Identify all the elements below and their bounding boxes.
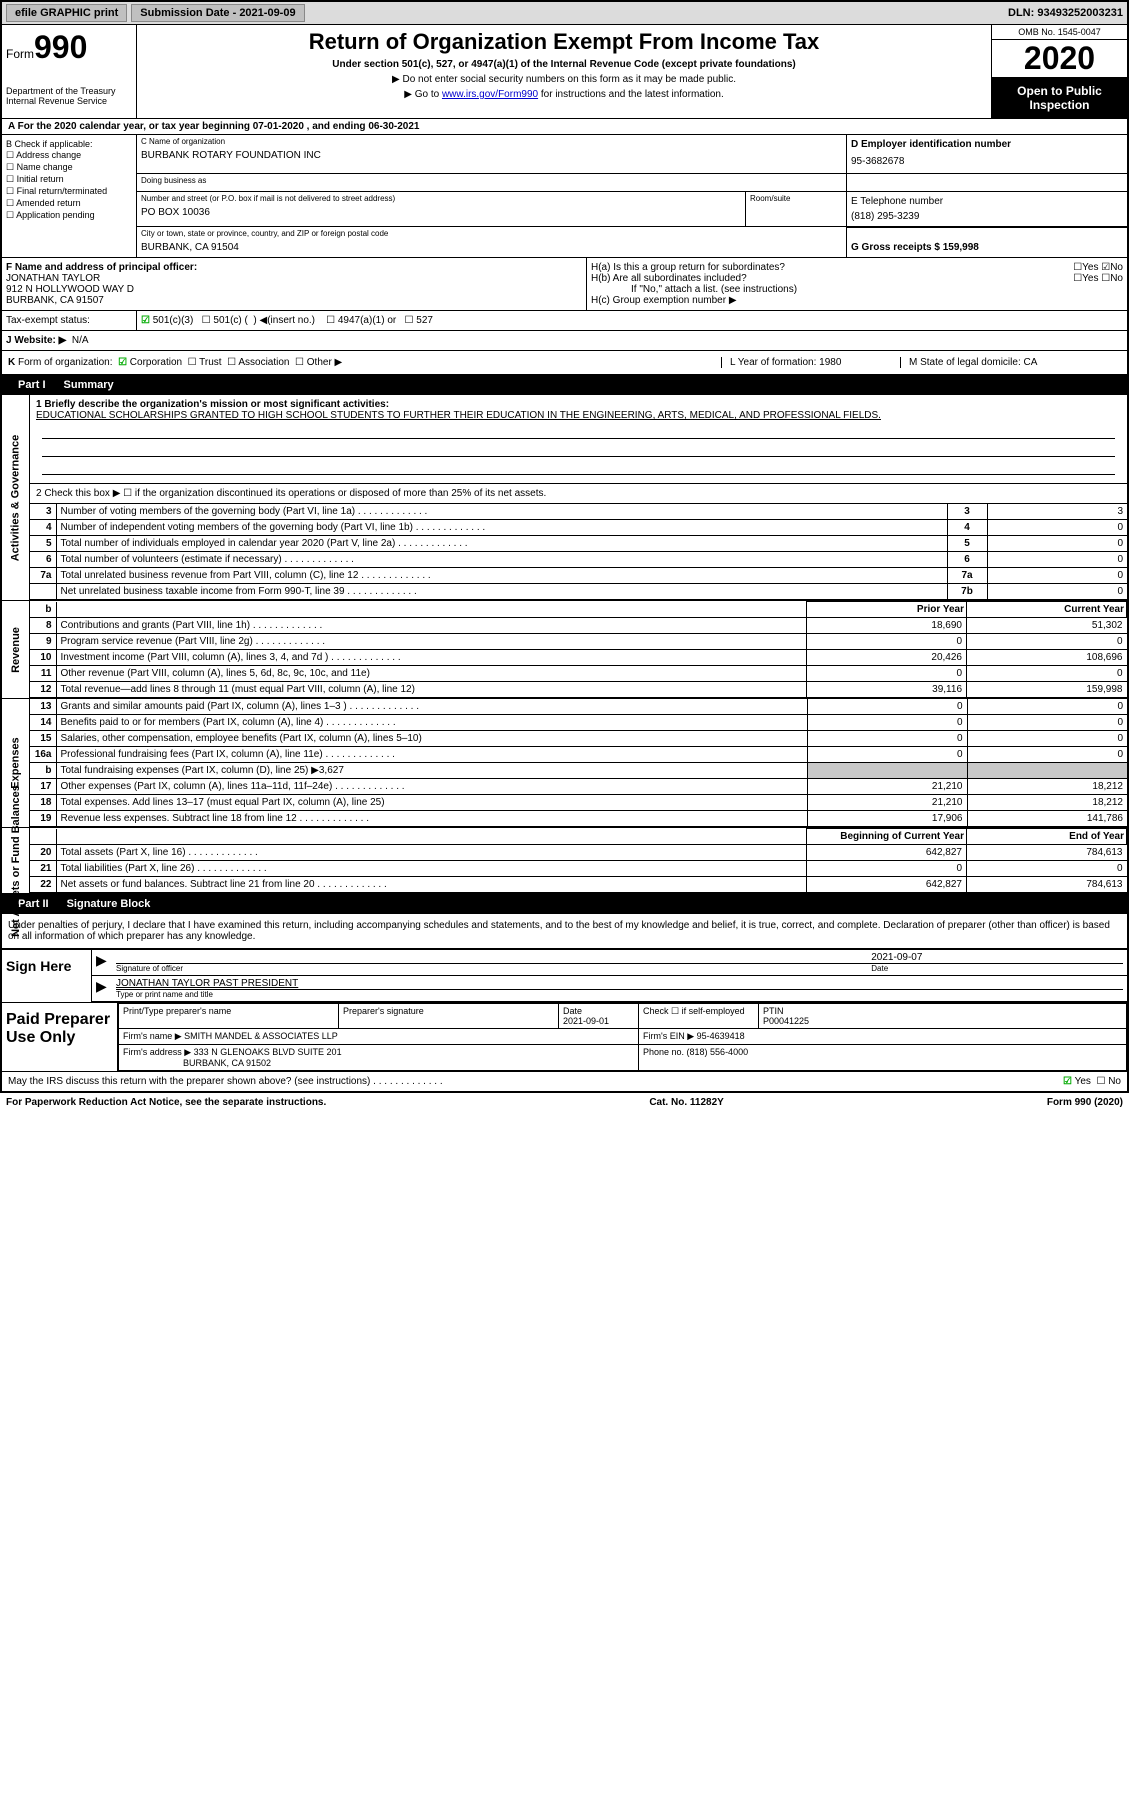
section-j: J Website: ▶ N/A <box>2 331 1127 351</box>
chk-address[interactable]: ☐ Address change <box>6 150 132 161</box>
tab-revenue: Revenue <box>2 601 30 698</box>
form-label: Form <box>6 47 34 61</box>
table-row: 21Total liabilities (Part X, line 26)00 <box>30 861 1127 877</box>
part1-header: Part I Summary <box>2 375 1127 395</box>
table-row: 20Total assets (Part X, line 16)642,8277… <box>30 845 1127 861</box>
table-row: 8Contributions and grants (Part VIII, li… <box>30 618 1127 634</box>
revenue-table: bPrior YearCurrent Year 8Contributions a… <box>30 601 1127 698</box>
notice-pre: ▶ Go to <box>404 89 442 100</box>
gross-receipts: G Gross receipts $ 159,998 <box>851 242 1123 253</box>
org-name-label: C Name of organization <box>137 135 846 148</box>
row-k: K Form of organization: ☑ Corporation ☐ … <box>2 351 1127 375</box>
department: Department of the Treasury Internal Reve… <box>6 86 132 106</box>
table-row: 17Other expenses (Part IX, column (A), l… <box>30 779 1127 795</box>
chk-name[interactable]: ☐ Name change <box>6 162 132 173</box>
mission-block: 1 Briefly describe the organization's mi… <box>30 395 1127 484</box>
tax-exempt-values: ☑ ☑ 501(c)(3) ☐ 501(c) ( ) ◀(insert no.)… <box>137 311 1127 330</box>
table-row: Net unrelated business taxable income fr… <box>30 584 1127 600</box>
tax-year: 2020 <box>992 40 1127 78</box>
table-row: 7aTotal unrelated business revenue from … <box>30 568 1127 584</box>
table-row: 19Revenue less expenses. Subtract line 1… <box>30 811 1127 827</box>
city-label: City or town, state or province, country… <box>137 227 846 240</box>
chk-initial[interactable]: ☐ Initial return <box>6 174 132 185</box>
ein-value: 95-3682678 <box>851 156 1123 167</box>
footer: For Paperwork Reduction Act Notice, see … <box>0 1093 1129 1112</box>
tab-net-assets: Net Assets or Fund Balances <box>2 828 30 893</box>
discuss-row: May the IRS discuss this return with the… <box>2 1071 1127 1091</box>
part2-header: Part II Signature Block <box>2 894 1127 914</box>
chk-pending[interactable]: ☐ Application pending <box>6 210 132 221</box>
table-row: 4Number of independent voting members of… <box>30 520 1127 536</box>
ein-label: D Employer identification number <box>851 139 1123 150</box>
omb-number: OMB No. 1545-0047 <box>992 25 1127 40</box>
table-row: 12Total revenue—add lines 8 through 11 (… <box>30 682 1127 698</box>
table-row: bTotal fundraising expenses (Part IX, co… <box>30 763 1127 779</box>
sign-here-block: Sign Here ▶ Signature of officer 2021-09… <box>2 949 1127 1002</box>
dba-value <box>137 187 846 191</box>
chk-final[interactable]: ☐ Final return/terminated <box>6 186 132 197</box>
expenses-table: 13Grants and similar amounts paid (Part … <box>30 699 1127 827</box>
net-assets-table: Beginning of Current YearEnd of Year 20T… <box>30 828 1127 893</box>
subtitle: Under section 501(c), 527, or 4947(a)(1)… <box>141 59 987 70</box>
table-row: 9Program service revenue (Part VIII, lin… <box>30 634 1127 650</box>
table-row: 5Total number of individuals employed in… <box>30 536 1127 552</box>
org-name: BURBANK ROTARY FOUNDATION INC <box>137 148 846 163</box>
form-header: Form 990 Department of the Treasury Inte… <box>2 25 1127 119</box>
declaration: Under penalties of perjury, I declare th… <box>2 914 1127 949</box>
paid-preparer-block: Paid Preparer Use Only Print/Type prepar… <box>2 1002 1127 1071</box>
table-row: 14Benefits paid to or for members (Part … <box>30 715 1127 731</box>
city-value: BURBANK, CA 91504 <box>137 240 846 255</box>
table-row: 13Grants and similar amounts paid (Part … <box>30 699 1127 715</box>
tax-exempt-label: Tax-exempt status: <box>2 311 137 330</box>
governance-table: 3Number of voting members of the governi… <box>30 504 1127 600</box>
table-row: 15Salaries, other compensation, employee… <box>30 731 1127 747</box>
table-row: 11Other revenue (Part VIII, column (A), … <box>30 666 1127 682</box>
notice-ssn: ▶ Do not enter social security numbers o… <box>141 74 987 85</box>
section-h: H(a) Is this a group return for subordin… <box>587 258 1127 310</box>
irs-link[interactable]: www.irs.gov/Form990 <box>442 89 538 100</box>
page-title: Return of Organization Exempt From Incom… <box>141 29 987 55</box>
q2-checkbox: 2 Check this box ▶ ☐ if the organization… <box>30 484 1127 504</box>
efile-button[interactable]: efile GRAPHIC print <box>6 4 127 22</box>
line-a: A For the 2020 calendar year, or tax yea… <box>2 119 1127 135</box>
submission-date: Submission Date - 2021-09-09 <box>131 4 304 22</box>
dln: DLN: 93493252003231 <box>1008 7 1123 19</box>
phone-label: E Telephone number <box>851 196 1123 207</box>
table-row: 18Total expenses. Add lines 13–17 (must … <box>30 795 1127 811</box>
section-b: B Check if applicable: ☐ Address change … <box>2 135 137 257</box>
tab-governance: Activities & Governance <box>2 395 30 600</box>
table-row: 10Investment income (Part VIII, column (… <box>30 650 1127 666</box>
section-f: F Name and address of principal officer:… <box>2 258 587 310</box>
phone-value: (818) 295-3239 <box>851 211 1123 222</box>
table-row: 6Total number of volunteers (estimate if… <box>30 552 1127 568</box>
table-row: 3Number of voting members of the governi… <box>30 504 1127 520</box>
table-row: 22Net assets or fund balances. Subtract … <box>30 877 1127 893</box>
table-row: 16aProfessional fundraising fees (Part I… <box>30 747 1127 763</box>
dba-label: Doing business as <box>137 174 846 187</box>
room-label: Room/suite <box>746 192 846 205</box>
addr-value: PO BOX 10036 <box>137 205 745 220</box>
notice-post: for instructions and the latest informat… <box>538 89 724 100</box>
addr-label: Number and street (or P.O. box if mail i… <box>137 192 745 205</box>
form-number: 990 <box>34 29 87 66</box>
chk-amended[interactable]: ☐ Amended return <box>6 198 132 209</box>
top-bar: efile GRAPHIC print Submission Date - 20… <box>2 2 1127 25</box>
open-public-badge: Open to Public Inspection <box>992 78 1127 118</box>
